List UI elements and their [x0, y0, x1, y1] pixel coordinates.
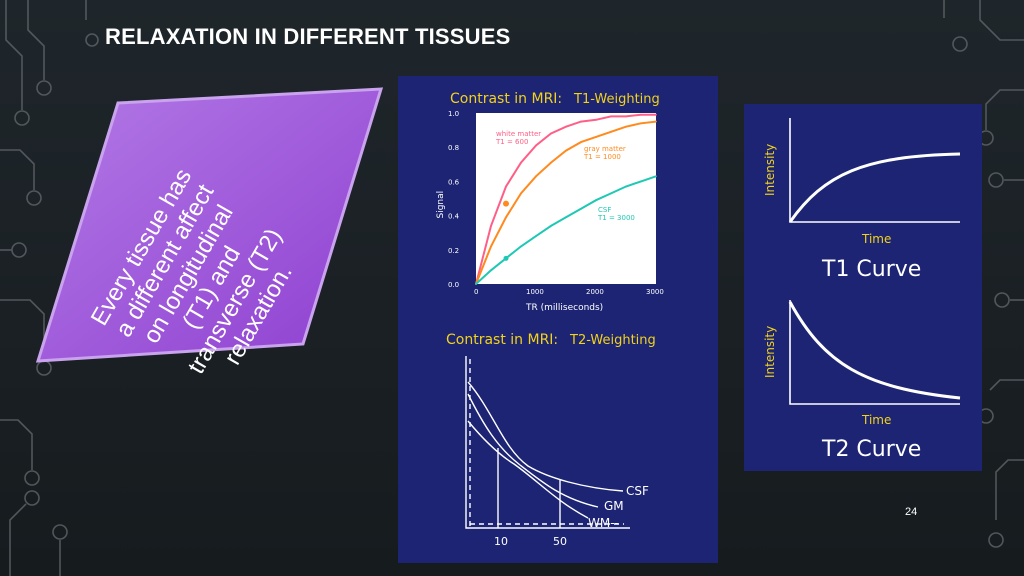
t1-data-point — [550, 161, 552, 164]
relaxation-curves-panel: Intensity Time T1 Curve Intensity Time T… — [744, 104, 982, 471]
slide-title: RELAXATION IN DIFFERENT TISSUES — [105, 24, 511, 49]
t1-data-point — [595, 136, 597, 138]
t1-data-point — [490, 245, 492, 248]
t2-curve-ylabel: Intensity — [763, 326, 777, 378]
t1-marker-csf — [503, 255, 509, 261]
t1-xtick: 0 — [474, 288, 478, 296]
t1-data-point — [535, 235, 537, 238]
t2-curve-xlabel: Time — [861, 413, 891, 427]
t1-data-point — [520, 161, 522, 164]
t2-xtick: 50 — [553, 535, 567, 548]
t1-series-label: T1 = 3000 — [597, 214, 635, 222]
mri-contrast-svg: Contrast in MRI: T1-Weighting 1.0 0.8 0.6 0… — [436, 91, 664, 548]
t2-wm-curve — [467, 420, 589, 519]
t1-data-point — [640, 122, 642, 125]
t1-data-point — [520, 245, 522, 248]
t1-series-label: T1 = 600 — [495, 138, 528, 146]
t2-xtick: 10 — [494, 535, 508, 548]
t2-csf-curve — [467, 381, 624, 492]
t1-data-point — [490, 269, 492, 272]
t1-series-label: white matter — [496, 130, 541, 138]
t1-xtick: 1000 — [526, 288, 544, 296]
t1-heading-suffix: T1-Weighting — [573, 92, 660, 107]
relaxation-curves-svg: Intensity Time T1 Curve Intensity Time T… — [763, 118, 961, 462]
t2-label-csf: CSF — [626, 484, 649, 498]
t1-data-point — [655, 113, 657, 116]
t1-ytick: 0.0 — [448, 281, 459, 289]
t1-data-point — [655, 175, 657, 178]
t1-xtick: 2000 — [586, 288, 604, 296]
t1-recovery-curve — [788, 152, 961, 223]
t1-chart: 1.0 0.8 0.6 0.4 0.2 0.0 0 1000 2000 3000 Signal TR … — [436, 110, 664, 313]
t2-chart — [465, 356, 630, 529]
t1-data-point — [595, 118, 597, 121]
t1-data-point — [535, 144, 537, 147]
t1-ytick: 1.0 — [448, 110, 459, 118]
mri-contrast-panel: Contrast in MRI: T1-Weighting 1.0 0.8 0.6 0… — [398, 76, 718, 563]
t1-ytick: 0.4 — [448, 213, 460, 221]
t1-data-point — [655, 120, 657, 123]
t1-series-label: T1 = 1000 — [583, 153, 621, 161]
t1-data-point — [535, 175, 537, 178]
t1-ytick: 0.2 — [448, 247, 459, 255]
t1-data-point — [625, 185, 627, 188]
t1-data-point — [550, 132, 552, 135]
t1-data-point — [505, 185, 507, 188]
t1-data-point — [580, 120, 582, 123]
t1-data-point — [580, 207, 582, 210]
t1-data-point — [595, 199, 597, 202]
t1-data-point — [580, 141, 582, 143]
t1-curve-caption: T1 Curve — [821, 257, 921, 282]
t1-series-label: CSF — [598, 206, 611, 214]
t1-data-point — [520, 192, 522, 195]
t1-data-point — [490, 224, 492, 227]
t1-data-point — [640, 113, 642, 116]
t2-decay-curve — [788, 301, 961, 400]
t1-ytick: 0.6 — [448, 178, 460, 186]
t2-heading-suffix: T2-Weighting — [569, 333, 656, 348]
t1-xtick: 3000 — [646, 288, 664, 296]
t2-curve-caption: T2 Curve — [821, 437, 921, 462]
t1-data-point — [475, 283, 477, 285]
t2-axes — [465, 356, 630, 529]
t1-series-label: gray matter — [584, 145, 626, 153]
t2-label-gm: GM — [604, 499, 624, 513]
t1-curve-xlabel: Time — [861, 232, 891, 246]
t1-data-point — [565, 125, 567, 128]
t1-data-point — [565, 216, 567, 219]
t1-curve-ylabel: Intensity — [763, 144, 777, 196]
t1-data-point — [610, 130, 612, 133]
t2-heading-prefix: Contrast in MRI: — [446, 332, 558, 348]
t2-gm-curve — [467, 393, 599, 508]
t1-data-point — [625, 115, 627, 118]
page-number: 24 — [905, 506, 918, 518]
t1-data-point — [505, 216, 507, 219]
t1-marker-gm — [503, 200, 509, 207]
t1-curve-axes — [789, 118, 960, 223]
t1-data-point — [550, 224, 552, 227]
t2-curve-axes — [789, 300, 960, 405]
t1-ylabel: Signal — [436, 191, 446, 219]
t1-data-point — [610, 115, 612, 118]
t1-data-point — [625, 125, 627, 128]
t1-data-point — [640, 180, 642, 183]
t1-ytick: 0.8 — [448, 144, 459, 152]
t2-label-wm: WM-- — [588, 516, 619, 530]
t1-heading-prefix: Contrast in MRI: — [450, 91, 562, 107]
t1-data-point — [610, 192, 612, 195]
t1-xlabel: TR (milliseconds) — [525, 303, 603, 313]
t1-data-point — [565, 149, 567, 152]
t1-plot-area — [476, 113, 656, 284]
